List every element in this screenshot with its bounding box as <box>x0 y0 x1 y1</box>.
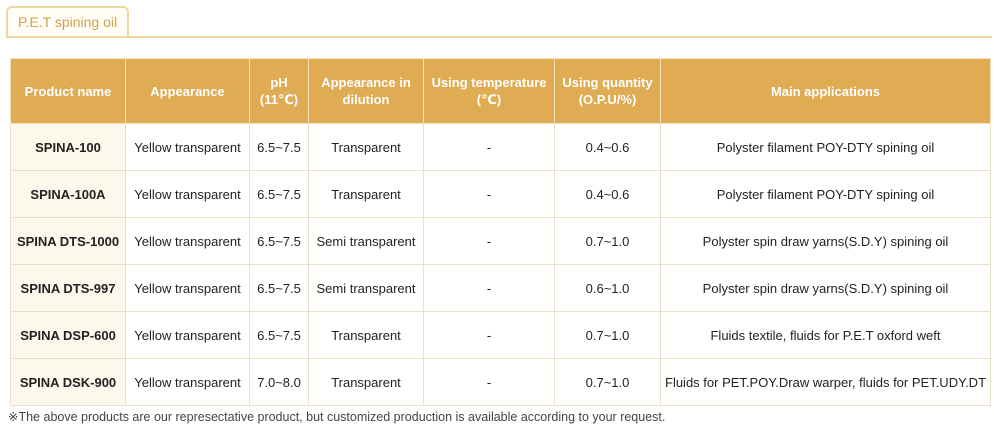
cell-main-applications: Fluids textile, fluids for P.E.T oxford … <box>660 311 991 359</box>
cell-using-temperature: - <box>423 358 555 406</box>
cell-product-name: SPINA DTS-1000 <box>10 217 126 265</box>
table-body: SPINA-100 Yellow transparent 6.5~7.5 Tra… <box>10 123 991 406</box>
cell-product-name: SPINA DSP-600 <box>10 311 126 359</box>
cell-main-applications: Polyster spin draw yarns(S.D.Y) spining … <box>660 217 991 265</box>
cell-using-quantity: 0.4~0.6 <box>554 123 661 171</box>
cell-ph: 6.5~7.5 <box>249 217 309 265</box>
cell-appearance-in-dilution: Semi transparent <box>308 264 424 312</box>
table-row: SPINA-100 Yellow transparent 6.5~7.5 Tra… <box>10 123 991 171</box>
cell-appearance: Yellow transparent <box>125 264 250 312</box>
footnote: ※The above products are our represectati… <box>8 410 666 424</box>
header-row: Product name Appearance pH (11℃) Appeara… <box>10 58 991 124</box>
cell-product-name: SPINA-100 <box>10 123 126 171</box>
cell-appearance-in-dilution: Semi transparent <box>308 217 424 265</box>
cell-appearance: Yellow transparent <box>125 217 250 265</box>
section-tab-pet-spining-oil[interactable]: P.E.T spining oil <box>6 6 130 36</box>
cell-main-applications: Polyster spin draw yarns(S.D.Y) spining … <box>660 264 991 312</box>
cell-using-quantity: 0.6~1.0 <box>554 264 661 312</box>
cell-main-applications: Polyster filament POY-DTY spining oil <box>660 170 991 218</box>
header-product-name: Product name <box>10 58 126 124</box>
cell-using-temperature: - <box>423 311 555 359</box>
header-appearance: Appearance <box>125 58 250 124</box>
cell-appearance-in-dilution: Transparent <box>308 123 424 171</box>
table-row: SPINA DSP-600 Yellow transparent 6.5~7.5… <box>10 311 991 359</box>
section-tab-bar: P.E.T spining oil <box>6 6 992 38</box>
table-row: SPINA-100A Yellow transparent 6.5~7.5 Tr… <box>10 170 991 218</box>
cell-using-quantity: 0.4~0.6 <box>554 170 661 218</box>
table-row: SPINA DSK-900 Yellow transparent 7.0~8.0… <box>10 358 991 406</box>
header-main-applications: Main applications <box>660 58 991 124</box>
cell-appearance-in-dilution: Transparent <box>308 311 424 359</box>
cell-appearance: Yellow transparent <box>125 170 250 218</box>
cell-using-temperature: - <box>423 123 555 171</box>
header-appearance-in-dilution: Appearance in dilution <box>308 58 424 124</box>
product-table: Product name Appearance pH (11℃) Appeara… <box>10 58 991 406</box>
cell-main-applications: Polyster filament POY-DTY spining oil <box>660 123 991 171</box>
cell-using-quantity: 0.7~1.0 <box>554 311 661 359</box>
cell-ph: 6.5~7.5 <box>249 123 309 171</box>
cell-appearance: Yellow transparent <box>125 123 250 171</box>
cell-ph: 7.0~8.0 <box>249 358 309 406</box>
tab-underline <box>6 36 992 38</box>
cell-using-quantity: 0.7~1.0 <box>554 217 661 265</box>
cell-using-temperature: - <box>423 264 555 312</box>
cell-ph: 6.5~7.5 <box>249 311 309 359</box>
cell-appearance-in-dilution: Transparent <box>308 358 424 406</box>
header-ph: pH (11℃) <box>249 58 309 124</box>
cell-using-quantity: 0.7~1.0 <box>554 358 661 406</box>
header-using-quantity: Using quantity (O.P.U/%) <box>554 58 661 124</box>
table-header: Product name Appearance pH (11℃) Appeara… <box>10 58 991 124</box>
cell-product-name: SPINA DSK-900 <box>10 358 126 406</box>
cell-appearance: Yellow transparent <box>125 358 250 406</box>
cell-main-applications: Fluids for PET.POY.Draw warper, fluids f… <box>660 358 991 406</box>
cell-ph: 6.5~7.5 <box>249 170 309 218</box>
cell-using-temperature: - <box>423 217 555 265</box>
cell-product-name: SPINA-100A <box>10 170 126 218</box>
cell-using-temperature: - <box>423 170 555 218</box>
cell-ph: 6.5~7.5 <box>249 264 309 312</box>
cell-product-name: SPINA DTS-997 <box>10 264 126 312</box>
header-using-temperature: Using temperature (℃) <box>423 58 555 124</box>
table-row: SPINA DTS-1000 Yellow transparent 6.5~7.… <box>10 217 991 265</box>
cell-appearance-in-dilution: Transparent <box>308 170 424 218</box>
cell-appearance: Yellow transparent <box>125 311 250 359</box>
table-row: SPINA DTS-997 Yellow transparent 6.5~7.5… <box>10 264 991 312</box>
